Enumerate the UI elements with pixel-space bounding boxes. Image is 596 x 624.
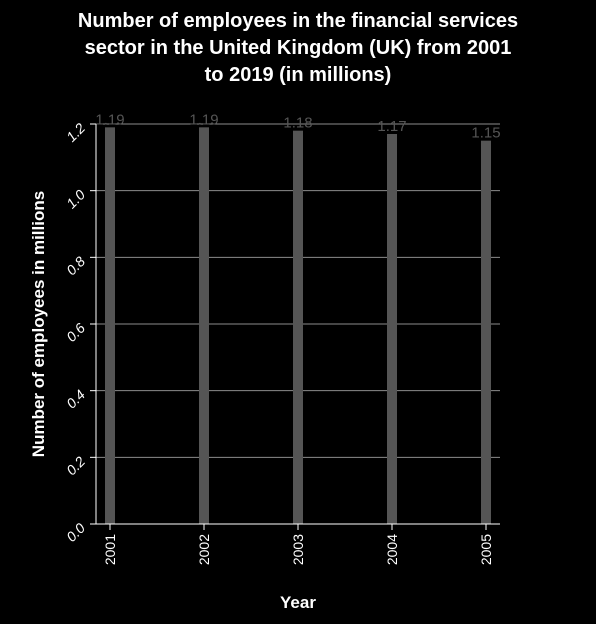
bar: [199, 127, 209, 524]
data-label: 1.19: [95, 111, 124, 128]
x-tick-label: 2002: [196, 534, 212, 565]
bar: [293, 130, 303, 524]
y-tick-labels: 0.0 0.2 0.4 0.6 0.8 1.0 1.2: [63, 120, 88, 545]
data-label: 1.19: [189, 111, 218, 128]
x-tick-labels: 2001 2002 2003 2004 2005: [102, 524, 494, 565]
chart-title: Number of employees in the financial ser…: [77, 10, 519, 86]
x-tick-label: 2005: [478, 534, 494, 565]
y-tick-label: 0.2: [63, 453, 88, 478]
y-tick-label: 0.4: [63, 386, 88, 411]
data-label: 1.18: [283, 115, 312, 132]
data-labels: 1.19 1.19 1.18 1.17 1.15: [95, 111, 500, 141]
data-label: 1.17: [377, 118, 406, 135]
y-tick-label: 0.0: [63, 520, 88, 545]
bar: [481, 140, 491, 524]
data-label: 1.15: [471, 125, 500, 142]
x-tick-label: 2004: [384, 534, 400, 565]
x-axis-title: Year: [280, 593, 316, 612]
bar: [387, 134, 397, 524]
y-tick-label: 0.8: [63, 253, 88, 278]
x-tick-label: 2001: [102, 534, 118, 565]
y-tick-label: 1.2: [63, 120, 88, 145]
x-tick-label: 2003: [290, 534, 306, 565]
bar: [105, 127, 115, 524]
y-tick-label: 1.0: [63, 186, 88, 211]
bars: [105, 127, 491, 524]
y-tick-label: 0.6: [63, 320, 88, 345]
y-axis-title: Number of employees in millions: [29, 191, 48, 457]
